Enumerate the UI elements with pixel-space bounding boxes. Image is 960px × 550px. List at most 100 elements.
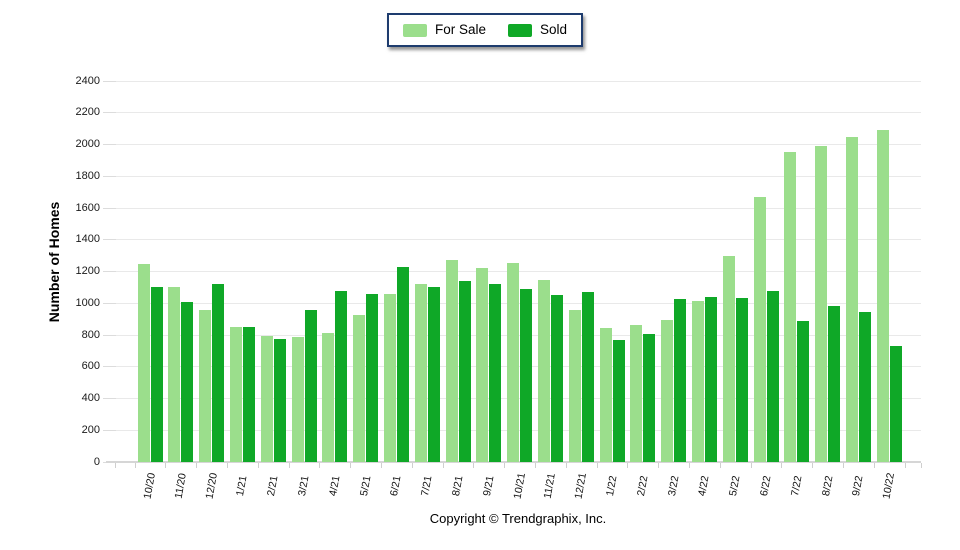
x-tick <box>350 463 352 468</box>
bar-sold <box>427 287 440 462</box>
bar-sold <box>643 334 656 462</box>
x-tick <box>115 463 116 468</box>
x-tick-label: 5/22 <box>727 474 743 498</box>
bar-for-sale <box>845 137 858 462</box>
x-tick-label: 12/21 <box>572 471 590 500</box>
x-tick-label: 10/21 <box>511 471 528 500</box>
y-tick-label: 1600 <box>75 201 100 214</box>
bar-for-sale <box>229 327 242 462</box>
x-tick <box>627 463 629 468</box>
bar-sold <box>212 284 225 462</box>
x-tick <box>134 463 136 468</box>
x-tick-label: 9/22 <box>850 474 866 498</box>
gridline <box>115 80 921 82</box>
x-tick-label: 10/22 <box>880 471 898 500</box>
x-tick <box>411 463 413 468</box>
bar-sold <box>889 346 902 462</box>
x-tick <box>165 463 167 468</box>
legend-swatch-for-sale-icon <box>403 23 427 37</box>
x-tick-label: 5/21 <box>357 474 374 498</box>
gridline <box>115 175 921 177</box>
y-tick <box>103 334 116 336</box>
y-tick <box>103 175 116 177</box>
bar-for-sale <box>722 256 735 462</box>
y-tick <box>103 80 116 82</box>
bar-sold <box>858 311 871 462</box>
x-tick-label: 7/21 <box>419 474 435 498</box>
bar-for-sale <box>568 310 581 462</box>
x-tick <box>781 463 783 468</box>
y-tick <box>103 144 116 145</box>
x-tick-label: 8/22 <box>819 474 836 498</box>
x-tick-label: 4/21 <box>326 474 343 498</box>
x-tick <box>504 463 506 468</box>
bar-for-sale <box>260 335 273 462</box>
x-tick-label: 1/21 <box>234 474 250 498</box>
x-tick <box>227 463 228 468</box>
x-tick <box>565 463 567 468</box>
legend-label-for-sale: For Sale <box>435 22 487 38</box>
x-tick-label: 1/22 <box>604 474 620 498</box>
x-tick <box>196 463 198 468</box>
bar-for-sale <box>322 333 335 462</box>
y-tick-label: 200 <box>81 423 100 436</box>
x-tick <box>319 463 321 468</box>
bar-for-sale <box>599 327 612 462</box>
x-tick <box>658 463 660 468</box>
y-tick <box>103 112 116 114</box>
legend: For Sale Sold <box>387 13 584 47</box>
bar-for-sale <box>445 260 458 462</box>
y-tick <box>103 302 116 304</box>
bar-sold <box>150 286 163 462</box>
y-tick-label: 2000 <box>75 138 100 150</box>
bar-sold <box>396 266 409 462</box>
bar-sold <box>458 281 471 462</box>
bar-sold <box>766 291 779 462</box>
x-tick <box>904 463 906 468</box>
bar-for-sale <box>353 315 366 462</box>
y-tick-label: 2400 <box>75 74 100 87</box>
bar-for-sale <box>199 309 212 462</box>
x-tick-label: 6/21 <box>388 474 404 498</box>
x-tick-label: 3/21 <box>296 474 312 498</box>
y-tick <box>103 207 116 209</box>
x-tick-label: 7/22 <box>788 474 805 498</box>
y-tick-label: 600 <box>81 360 100 373</box>
bar-sold <box>674 299 687 462</box>
y-tick <box>103 239 116 241</box>
y-tick <box>103 366 116 368</box>
copyright-text: Copyright © Trendgraphix, Inc. <box>429 511 607 526</box>
x-tick <box>535 463 536 468</box>
y-tick-label: 1200 <box>75 265 100 277</box>
bar-sold <box>735 298 748 462</box>
bar-sold <box>273 338 286 462</box>
legend-label-sold: Sold <box>540 22 568 38</box>
x-tick <box>873 463 875 468</box>
bar-sold <box>550 295 563 462</box>
bar-for-sale <box>507 262 520 462</box>
x-tick <box>689 463 690 468</box>
bar-sold <box>581 292 594 462</box>
bar-for-sale <box>784 151 797 462</box>
bar-for-sale <box>876 130 889 462</box>
bar-for-sale <box>661 319 674 462</box>
bar-sold <box>304 309 317 462</box>
bar-sold <box>828 305 841 462</box>
bar-for-sale <box>137 264 150 462</box>
y-tick <box>103 271 116 272</box>
x-tick-label: 12/20 <box>203 471 220 500</box>
x-tick-label: 10/20 <box>141 471 158 500</box>
bar-sold <box>797 320 810 462</box>
legend-item-sold: Sold <box>508 23 567 37</box>
bar-for-sale <box>753 196 766 462</box>
bar-for-sale <box>815 146 828 462</box>
gridline <box>115 239 921 241</box>
gridline <box>115 207 921 209</box>
x-tick <box>719 463 721 468</box>
bar-for-sale <box>291 336 304 462</box>
bar-sold <box>704 296 717 462</box>
bar-sold <box>335 290 348 462</box>
bar-for-sale <box>537 280 550 462</box>
y-tick-label: 800 <box>81 328 100 341</box>
